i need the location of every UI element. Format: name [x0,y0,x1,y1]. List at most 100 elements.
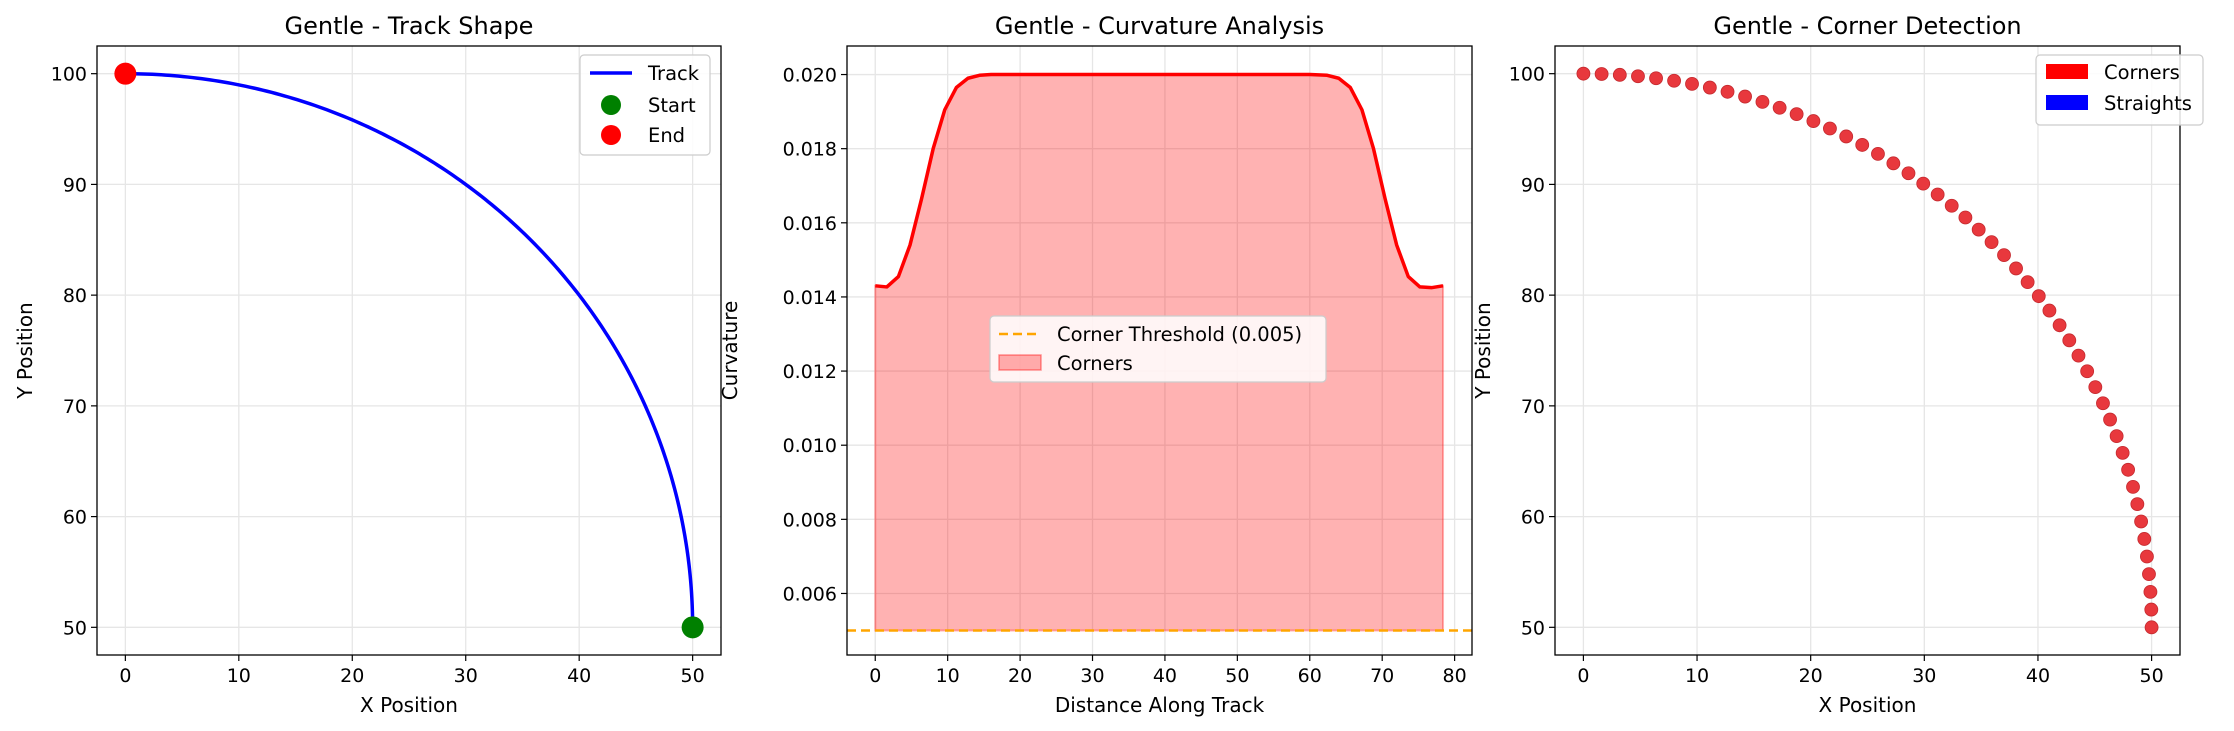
legend: Track Start End [579,54,711,156]
corner-point [1855,138,1870,152]
x-tick-label: 20 [340,665,364,687]
corner-point [1823,121,1837,136]
corner-point [1958,210,1973,225]
corner-point [2142,567,2156,582]
x-tick-label: 80 [1443,665,1467,687]
corner-points [1576,66,2159,635]
corner-point [2144,620,2159,635]
corner-point [1839,129,1854,144]
legend-end-swatch [601,125,621,145]
corner-point [2103,412,2117,427]
legend: Corner Threshold (0.005) Corners [989,315,1327,383]
x-tick-label: 40 [2026,665,2050,687]
corner-point [2096,396,2110,411]
legend-track-label: Track [647,62,700,85]
ticks: 0 10 20 30 40 50 50 60 70 80 90 100 [1509,64,2164,687]
corner-point [1667,73,1681,88]
y-tick-label: 70 [63,396,87,418]
y-tick-label: 70 [1521,396,1545,418]
x-tick-label: 70 [1370,665,1394,687]
x-tick-label: 40 [1153,665,1177,687]
x-tick-label: 40 [567,665,591,687]
x-tick-label: 30 [1080,665,1104,687]
corner-point [2020,275,2035,290]
corner-point [1612,67,1627,82]
corner-point [1944,198,1959,213]
legend-threshold-label: Corner Threshold (0.005) [1057,323,1302,346]
corner-point [1631,69,1645,84]
corner-point [1772,100,1787,115]
x-tick-label: 0 [869,665,881,687]
y-tick-label: 0.010 [783,435,837,457]
corner-point [1916,176,1931,191]
y-tick-label: 80 [1521,285,1545,307]
y-axis-label: Y Position [1471,302,1495,399]
corner-point [2088,380,2103,395]
x-tick-label: 60 [1298,665,1322,687]
corner-point [2042,303,2057,318]
axes-frame [96,45,722,656]
corner-point [2062,333,2077,348]
corner-point [2130,497,2145,512]
y-tick-label: 0.016 [783,213,837,235]
y-tick-label: 100 [51,64,87,86]
x-tick-label: 0 [1577,665,1589,687]
corner-point [1886,156,1901,171]
axes-frame [1554,45,2181,656]
y-tick-label: 50 [63,617,87,639]
grid [1555,46,2180,655]
marker-start [681,616,704,639]
corner-point [2009,261,2023,276]
corner-point [2140,549,2154,564]
corner-point [1755,94,1770,109]
x-axis-label: X Position [1819,693,1917,717]
x-tick-label: 30 [1912,665,1936,687]
corner-point [1930,187,1945,202]
y-tick-label: 0.012 [783,361,837,383]
y-tick-label: 50 [1521,617,1545,639]
y-tick-label: 60 [1521,507,1545,529]
corner-point [1901,166,1916,181]
corner-point [1738,89,1752,104]
corner-point [1984,235,1999,250]
legend-corners-label: Corners [1057,352,1133,375]
corner-point [2134,514,2149,529]
corner-point [1789,107,1804,122]
legend-straights-swatch [2046,95,2088,110]
legend-end-label: End [648,124,685,147]
corner-point [2080,364,2095,379]
x-axis-label: X Position [360,693,458,717]
corner-point [2052,318,2067,333]
corner-point [2126,479,2140,494]
y-tick-label: 100 [1509,64,1545,86]
legend-straights-label: Straights [2104,92,2192,115]
y-tick-label: 0.020 [783,65,837,87]
track-shape-panel: 0 10 20 30 40 50 50 60 70 80 90 100 Gentle - Track S… [13,12,722,717]
x-tick-label: 50 [2139,665,2163,687]
marker-end [114,62,137,85]
corner-point [2115,445,2130,460]
curvature-line [875,72,1444,290]
chart-title: Gentle - Track Shape [285,12,534,40]
corner-point [2121,462,2136,477]
corner-point [2143,584,2158,599]
legend-start-swatch [601,95,621,115]
y-axis-label: Curvature [718,301,742,401]
corner-point [1871,146,1885,161]
corner-point [1702,80,1717,95]
x-tick-label: 0 [119,665,131,687]
y-tick-label: 90 [63,174,87,196]
y-tick-label: 0.018 [783,139,837,161]
corner-detection-panel: 0 10 20 30 40 50 50 60 70 80 90 100 Gentle - Corner … [1471,12,2204,717]
axes-frame [846,45,1473,656]
corner-point [2144,602,2159,617]
corner-point [1576,66,1591,81]
x-tick-label: 10 [227,665,251,687]
corner-point [2071,348,2086,363]
x-tick-label: 10 [1685,665,1709,687]
legend-start-label: Start [648,94,696,117]
x-axis-label: Distance Along Track [1055,693,1265,717]
x-tick-label: 10 [936,665,960,687]
y-tick-label: 0.008 [783,509,837,531]
